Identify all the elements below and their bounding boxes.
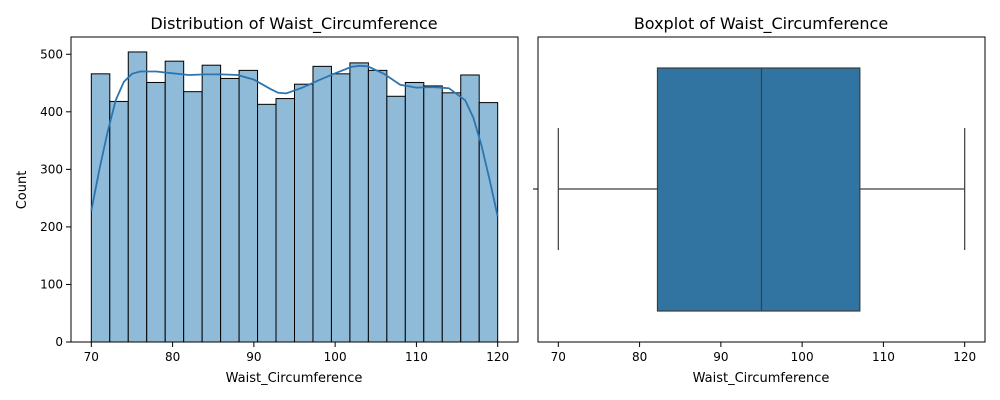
histogram-bar: [460, 74, 480, 343]
histogram-y-ticks: 0 100 200 300 400 500: [40, 47, 71, 349]
x-tick-label: 90: [246, 350, 261, 364]
histogram-bar: [330, 73, 351, 343]
histogram-bar: [349, 62, 369, 343]
y-tick-label: 100: [40, 277, 63, 291]
histogram-bar: [90, 73, 111, 343]
y-tick-label: 400: [40, 105, 63, 119]
histogram-bar: [423, 85, 443, 343]
histogram-panel: Distribution of Waist_Circumference 70 80…: [15, 14, 519, 386]
x-tick-label: 70: [84, 350, 99, 364]
x-tick-label: 120: [486, 350, 509, 364]
x-tick-label: 90: [713, 350, 728, 364]
y-tick-label: 500: [40, 47, 63, 61]
histogram-bar: [312, 65, 332, 343]
histogram-plot-frame: [70, 36, 519, 343]
histogram-bar: [127, 51, 148, 343]
x-tick-label: 110: [872, 350, 895, 364]
histogram-bar: [238, 69, 259, 343]
kde-curve: [90, 64, 499, 217]
x-tick-label: 100: [324, 350, 347, 364]
histogram-bar: [220, 77, 240, 343]
y-tick-label: 300: [40, 162, 63, 176]
x-tick-label: 70: [551, 350, 566, 364]
x-tick-label: 80: [165, 350, 180, 364]
y-tick-label: 200: [40, 220, 63, 234]
histogram-bar: [183, 91, 203, 343]
boxplot-panel: Boxplot of Waist_Circumference 70 80 90 100…: [533, 14, 986, 386]
histogram-bar: [109, 100, 129, 343]
histogram-bar: [294, 83, 314, 343]
histogram-bar: [257, 103, 277, 343]
histogram-bar: [404, 81, 425, 343]
histogram-bars: [90, 51, 499, 343]
histogram-y-axis-label: Count: [15, 171, 30, 210]
histogram-bar: [367, 69, 388, 343]
histogram-bar: [164, 60, 185, 343]
histogram-x-axis-label: Waist_Circumference: [226, 371, 363, 386]
histogram-bar: [275, 98, 295, 343]
x-tick-label: 110: [405, 350, 428, 364]
boxplot-x-ticks: 70 80 90 100 110 120: [551, 342, 976, 364]
histogram-bar: [146, 81, 166, 343]
x-tick-label: 120: [953, 350, 976, 364]
x-tick-label: 100: [791, 350, 814, 364]
interquartile-box: [656, 67, 861, 312]
y-tick-label: 0: [55, 335, 63, 349]
histogram-bar: [478, 102, 499, 343]
histogram-bar: [201, 64, 222, 343]
histogram-x-ticks: 70 80 90 100 110 120: [84, 342, 509, 364]
boxplot-x-axis-label: Waist_Circumference: [693, 371, 830, 386]
histogram-bar: [441, 92, 462, 343]
boxplot-elements: [557, 67, 966, 312]
boxplot-title: Boxplot of Waist_Circumference: [634, 14, 888, 34]
histogram-bar: [386, 95, 406, 343]
histogram-title: Distribution of Waist_Circumference: [150, 14, 437, 34]
x-tick-label: 80: [632, 350, 647, 364]
